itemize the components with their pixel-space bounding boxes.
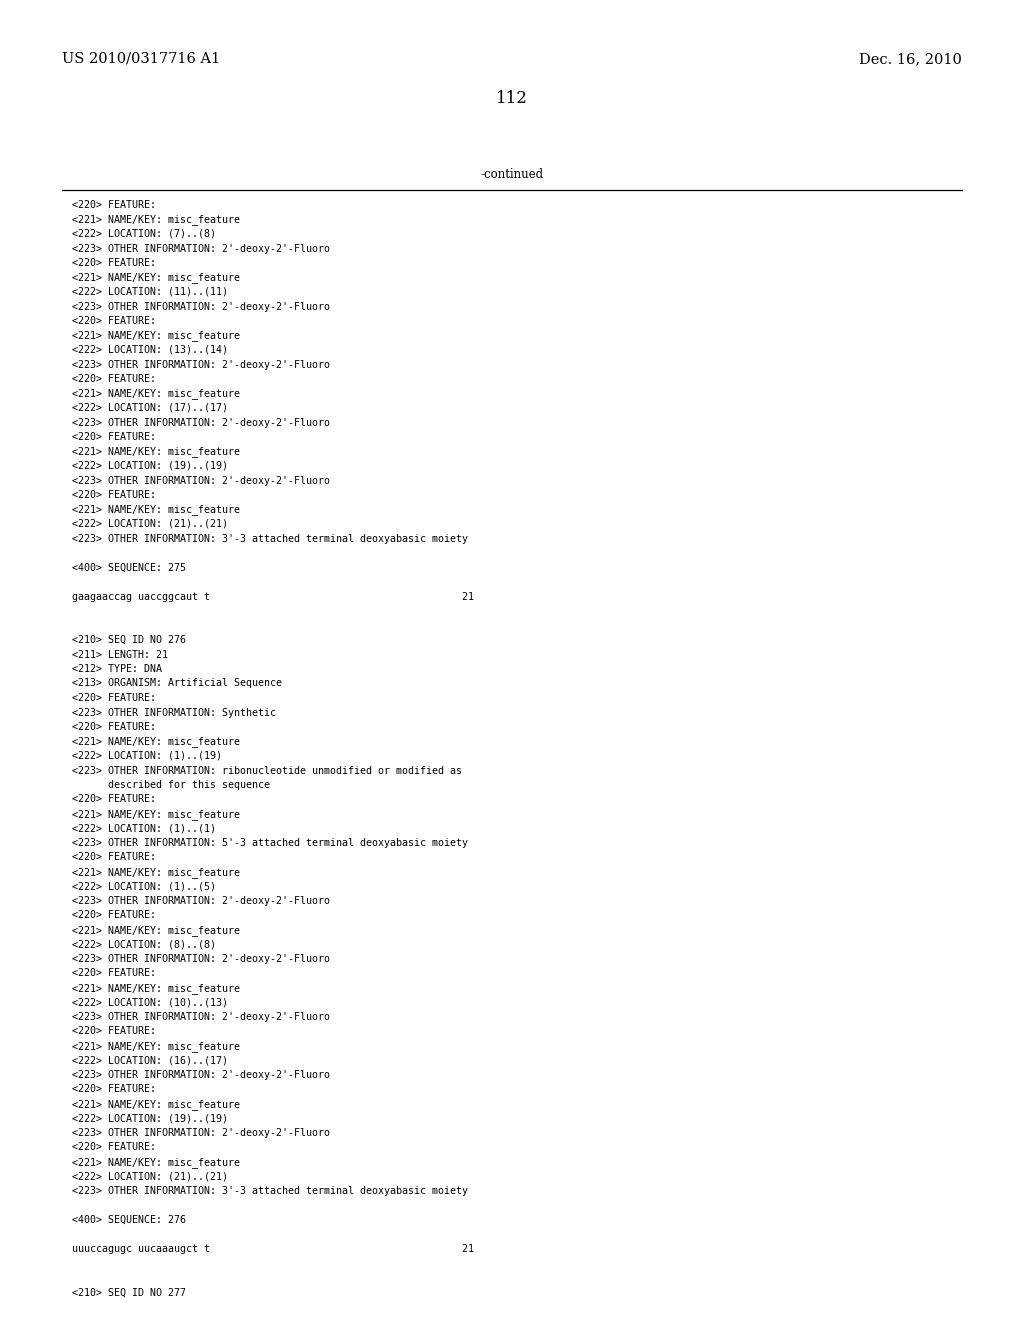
Text: <223> OTHER INFORMATION: 2'-deoxy-2'-Fluoro: <223> OTHER INFORMATION: 2'-deoxy-2'-Flu…: [72, 475, 330, 486]
Text: <210> SEQ ID NO 276: <210> SEQ ID NO 276: [72, 635, 186, 645]
Text: <223> OTHER INFORMATION: 2'-deoxy-2'-Fluoro: <223> OTHER INFORMATION: 2'-deoxy-2'-Flu…: [72, 1012, 330, 1022]
Text: <222> LOCATION: (1)..(19): <222> LOCATION: (1)..(19): [72, 751, 222, 762]
Text: <221> NAME/KEY: misc_feature: <221> NAME/KEY: misc_feature: [72, 983, 240, 994]
Text: <223> OTHER INFORMATION: 3'-3 attached terminal deoxyabasic moiety: <223> OTHER INFORMATION: 3'-3 attached t…: [72, 533, 468, 544]
Text: <222> LOCATION: (1)..(1): <222> LOCATION: (1)..(1): [72, 824, 216, 833]
Text: <223> OTHER INFORMATION: ribonucleotide unmodified or modified as: <223> OTHER INFORMATION: ribonucleotide …: [72, 766, 462, 776]
Text: <222> LOCATION: (7)..(8): <222> LOCATION: (7)..(8): [72, 228, 216, 239]
Text: gaagaaccag uaccggcaut t                                          21: gaagaaccag uaccggcaut t 21: [72, 591, 474, 602]
Text: <400> SEQUENCE: 275: <400> SEQUENCE: 275: [72, 562, 186, 573]
Text: <223> OTHER INFORMATION: 5'-3 attached terminal deoxyabasic moiety: <223> OTHER INFORMATION: 5'-3 attached t…: [72, 838, 468, 847]
Text: <223> OTHER INFORMATION: 2'-deoxy-2'-Fluoro: <223> OTHER INFORMATION: 2'-deoxy-2'-Flu…: [72, 301, 330, 312]
Text: <221> NAME/KEY: misc_feature: <221> NAME/KEY: misc_feature: [72, 504, 240, 515]
Text: <221> NAME/KEY: misc_feature: <221> NAME/KEY: misc_feature: [72, 272, 240, 284]
Text: <220> FEATURE:: <220> FEATURE:: [72, 1085, 156, 1094]
Text: <220> FEATURE:: <220> FEATURE:: [72, 257, 156, 268]
Text: <220> FEATURE:: <220> FEATURE:: [72, 1143, 156, 1152]
Text: <223> OTHER INFORMATION: 2'-deoxy-2'-Fluoro: <223> OTHER INFORMATION: 2'-deoxy-2'-Flu…: [72, 896, 330, 906]
Text: <223> OTHER INFORMATION: 2'-deoxy-2'-Fluoro: <223> OTHER INFORMATION: 2'-deoxy-2'-Flu…: [72, 417, 330, 428]
Text: <221> NAME/KEY: misc_feature: <221> NAME/KEY: misc_feature: [72, 388, 240, 400]
Text: <223> OTHER INFORMATION: 2'-deoxy-2'-Fluoro: <223> OTHER INFORMATION: 2'-deoxy-2'-Flu…: [72, 1071, 330, 1080]
Text: <220> FEATURE:: <220> FEATURE:: [72, 795, 156, 804]
Text: <223> OTHER INFORMATION: 2'-deoxy-2'-Fluoro: <223> OTHER INFORMATION: 2'-deoxy-2'-Flu…: [72, 243, 330, 253]
Text: <213> ORGANISM: Artificial Sequence: <213> ORGANISM: Artificial Sequence: [72, 678, 282, 689]
Text: <220> FEATURE:: <220> FEATURE:: [72, 911, 156, 920]
Text: <223> OTHER INFORMATION: Synthetic: <223> OTHER INFORMATION: Synthetic: [72, 708, 276, 718]
Text: <220> FEATURE:: <220> FEATURE:: [72, 201, 156, 210]
Text: <221> NAME/KEY: misc_feature: <221> NAME/KEY: misc_feature: [72, 867, 240, 878]
Text: <222> LOCATION: (11)..(11): <222> LOCATION: (11)..(11): [72, 286, 228, 297]
Text: <211> LENGTH: 21: <211> LENGTH: 21: [72, 649, 168, 660]
Text: <222> LOCATION: (19)..(19): <222> LOCATION: (19)..(19): [72, 1114, 228, 1123]
Text: <223> OTHER INFORMATION: 2'-deoxy-2'-Fluoro: <223> OTHER INFORMATION: 2'-deoxy-2'-Flu…: [72, 359, 330, 370]
Text: <220> FEATURE:: <220> FEATURE:: [72, 693, 156, 704]
Text: <223> OTHER INFORMATION: 3'-3 attached terminal deoxyabasic moiety: <223> OTHER INFORMATION: 3'-3 attached t…: [72, 1185, 468, 1196]
Text: <223> OTHER INFORMATION: 2'-deoxy-2'-Fluoro: <223> OTHER INFORMATION: 2'-deoxy-2'-Flu…: [72, 954, 330, 964]
Text: <220> FEATURE:: <220> FEATURE:: [72, 432, 156, 442]
Text: <222> LOCATION: (8)..(8): <222> LOCATION: (8)..(8): [72, 940, 216, 949]
Text: <221> NAME/KEY: misc_feature: <221> NAME/KEY: misc_feature: [72, 330, 240, 342]
Text: US 2010/0317716 A1: US 2010/0317716 A1: [62, 51, 220, 66]
Text: Dec. 16, 2010: Dec. 16, 2010: [859, 51, 962, 66]
Text: <221> NAME/KEY: misc_feature: <221> NAME/KEY: misc_feature: [72, 214, 240, 226]
Text: <222> LOCATION: (19)..(19): <222> LOCATION: (19)..(19): [72, 461, 228, 471]
Text: <221> NAME/KEY: misc_feature: <221> NAME/KEY: misc_feature: [72, 925, 240, 936]
Text: <221> NAME/KEY: misc_feature: <221> NAME/KEY: misc_feature: [72, 446, 240, 458]
Text: uuuccagugc uucaaaugct t                                          21: uuuccagugc uucaaaugct t 21: [72, 1243, 474, 1254]
Text: <222> LOCATION: (13)..(14): <222> LOCATION: (13)..(14): [72, 345, 228, 355]
Text: <222> LOCATION: (10)..(13): <222> LOCATION: (10)..(13): [72, 998, 228, 1007]
Text: <210> SEQ ID NO 277: <210> SEQ ID NO 277: [72, 1287, 186, 1298]
Text: <222> LOCATION: (1)..(5): <222> LOCATION: (1)..(5): [72, 882, 216, 891]
Text: <220> FEATURE:: <220> FEATURE:: [72, 315, 156, 326]
Text: <222> LOCATION: (16)..(17): <222> LOCATION: (16)..(17): [72, 1056, 228, 1065]
Text: 112: 112: [496, 90, 528, 107]
Text: <221> NAME/KEY: misc_feature: <221> NAME/KEY: misc_feature: [72, 809, 240, 820]
Text: <221> NAME/KEY: misc_feature: <221> NAME/KEY: misc_feature: [72, 737, 240, 747]
Text: described for this sequence: described for this sequence: [72, 780, 270, 789]
Text: <220> FEATURE:: <220> FEATURE:: [72, 374, 156, 384]
Text: <222> LOCATION: (21)..(21): <222> LOCATION: (21)..(21): [72, 519, 228, 529]
Text: <221> NAME/KEY: misc_feature: <221> NAME/KEY: misc_feature: [72, 1100, 240, 1110]
Text: <223> OTHER INFORMATION: 2'-deoxy-2'-Fluoro: <223> OTHER INFORMATION: 2'-deoxy-2'-Flu…: [72, 1129, 330, 1138]
Text: <220> FEATURE:: <220> FEATURE:: [72, 853, 156, 862]
Text: <220> FEATURE:: <220> FEATURE:: [72, 722, 156, 733]
Text: <221> NAME/KEY: misc_feature: <221> NAME/KEY: misc_feature: [72, 1041, 240, 1052]
Text: <212> TYPE: DNA: <212> TYPE: DNA: [72, 664, 162, 675]
Text: <220> FEATURE:: <220> FEATURE:: [72, 490, 156, 500]
Text: <220> FEATURE:: <220> FEATURE:: [72, 1027, 156, 1036]
Text: <222> LOCATION: (21)..(21): <222> LOCATION: (21)..(21): [72, 1172, 228, 1181]
Text: <222> LOCATION: (17)..(17): <222> LOCATION: (17)..(17): [72, 403, 228, 413]
Text: <400> SEQUENCE: 276: <400> SEQUENCE: 276: [72, 1214, 186, 1225]
Text: -continued: -continued: [480, 168, 544, 181]
Text: <220> FEATURE:: <220> FEATURE:: [72, 969, 156, 978]
Text: <221> NAME/KEY: misc_feature: <221> NAME/KEY: misc_feature: [72, 1158, 240, 1168]
